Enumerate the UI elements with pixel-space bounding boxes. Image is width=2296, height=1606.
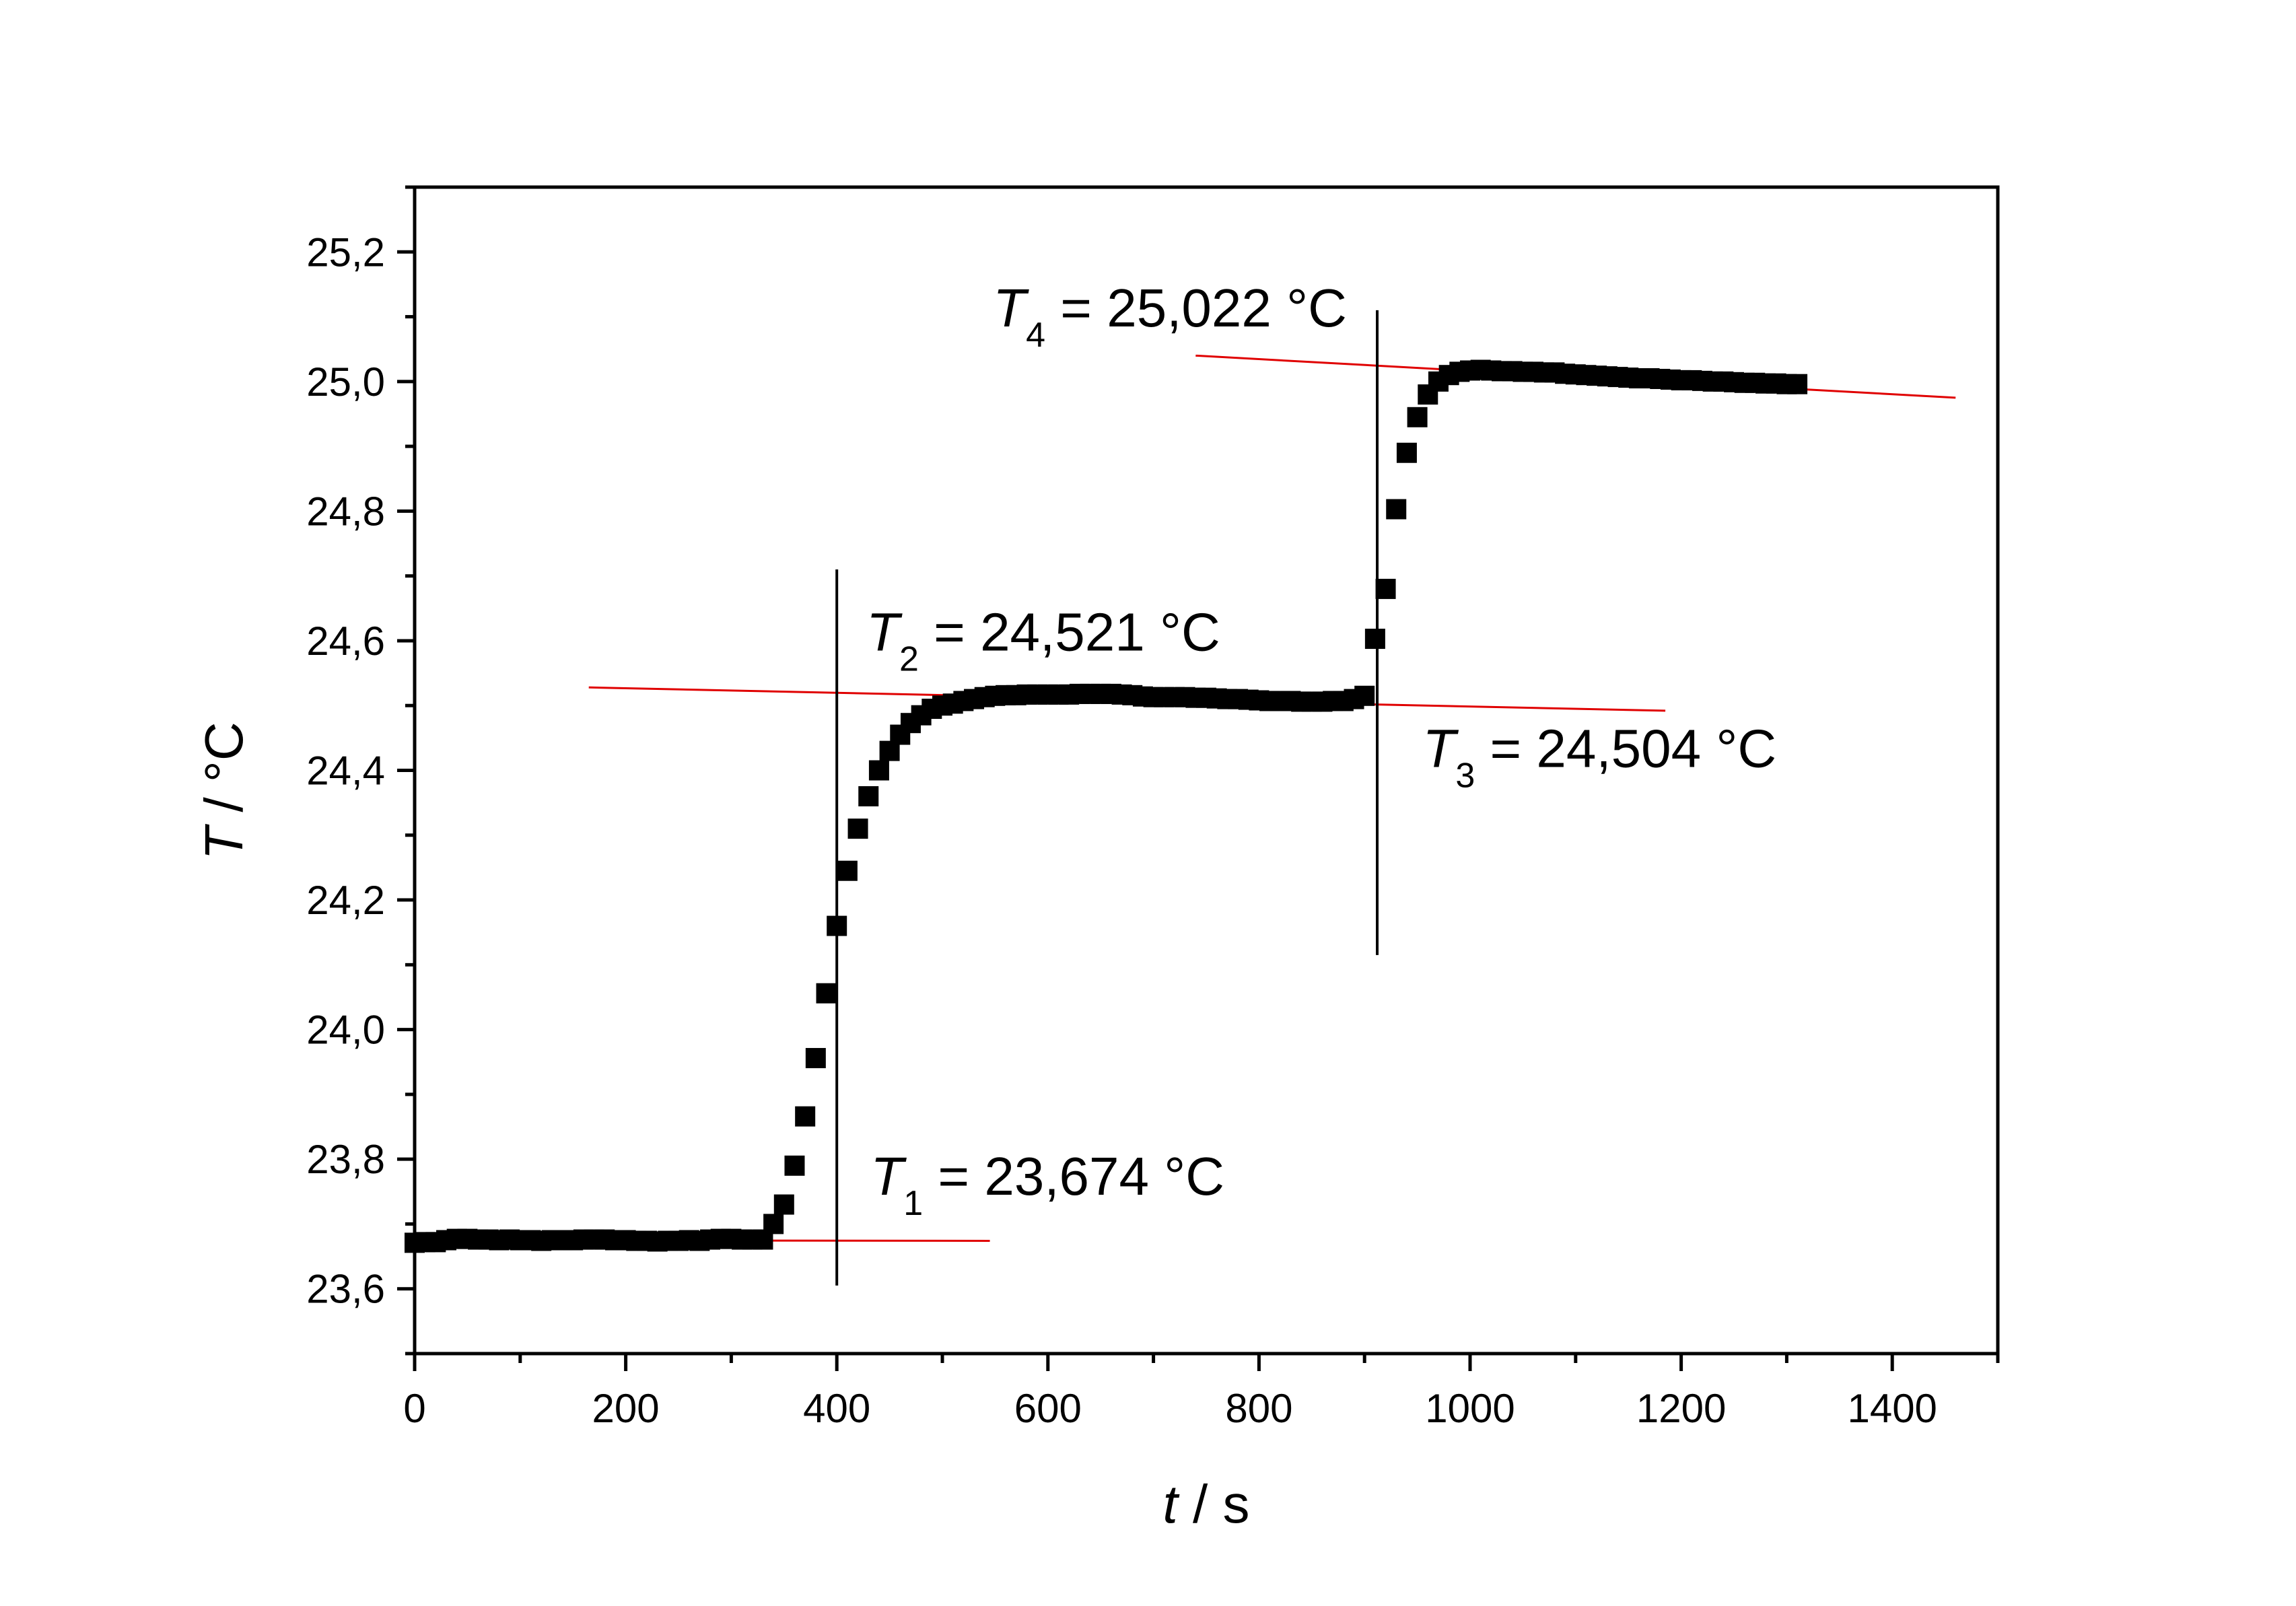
data-point: [1354, 685, 1375, 706]
data-point: [858, 786, 879, 807]
y-tick-label: 24,8: [306, 489, 385, 534]
annotation-var: T: [870, 1146, 907, 1206]
annotation-value: = 25,022 °C: [1045, 278, 1347, 338]
data-point: [827, 915, 847, 936]
data-point: [868, 760, 889, 781]
x-tick-label: 1000: [1425, 1386, 1515, 1431]
data-point: [784, 1155, 805, 1176]
annotation-label: T2 = 24,521 °C: [866, 602, 1220, 678]
y-axis-tick-labels: 23,6 23,8 24,0 24,2 24,4 24,6 24,8 25,0 25,2: [306, 230, 385, 1311]
annotation-subscript: 1: [903, 1184, 923, 1223]
annotation-subscript: 4: [1026, 316, 1045, 355]
data-point: [847, 818, 868, 839]
y-tick-label: 25,2: [306, 230, 385, 275]
y-tick-label: 24,2: [306, 878, 385, 923]
x-tick-label: 1400: [1847, 1386, 1937, 1431]
vertical-lines: [835, 310, 1379, 1286]
x-axis-label: t / s: [1163, 1474, 1250, 1534]
y-tick-label: 24,0: [306, 1008, 385, 1053]
data-point: [1364, 629, 1385, 650]
annotation-label: T3 = 24,504 °C: [1422, 719, 1776, 796]
annotation-value: = 24,504 °C: [1475, 719, 1776, 779]
x-tick-label: 200: [592, 1386, 660, 1431]
y-tick-label: 23,8: [306, 1137, 385, 1182]
x-axis-label-var: t: [1163, 1474, 1180, 1534]
x-tick-label: 0: [403, 1386, 425, 1431]
fit-lines: [456, 354, 1956, 1242]
y-tick-label: 24,6: [306, 619, 385, 664]
annotation-subscript: 3: [1455, 757, 1475, 796]
y-axis-label-unit: / °C: [194, 722, 254, 827]
x-axis-tick-labels: 0 200 400 600 800 1000 1200 1400: [403, 1386, 1937, 1431]
data-point: [1787, 374, 1808, 394]
data-markers: [405, 359, 1808, 1253]
x-tick-label: 600: [1014, 1386, 1082, 1431]
annotation-var: T: [866, 602, 903, 662]
data-point: [816, 983, 837, 1004]
y-tick-label: 23,6: [306, 1267, 385, 1312]
x-tick-label: 1200: [1636, 1386, 1726, 1431]
data-point: [837, 860, 858, 881]
annotation-subscript: 2: [899, 639, 919, 678]
annotation-var: T: [1422, 719, 1459, 779]
x-axis-ticks: [413, 1354, 2000, 1371]
data-point: [795, 1106, 816, 1127]
annotation-label: T4 = 25,022 °C: [993, 278, 1347, 355]
y-axis-label: T / °C: [194, 722, 254, 860]
annotation-value: = 23,674 °C: [923, 1146, 1224, 1206]
data-point: [773, 1194, 794, 1215]
x-tick-label: 800: [1225, 1386, 1292, 1431]
annotations: T1 = 23,674 °CT2 = 24,521 °CT3 = 24,504 …: [866, 278, 1776, 1223]
annotation-label: T1 = 23,674 °C: [870, 1146, 1224, 1223]
data-point: [1386, 499, 1407, 520]
y-tick-label: 25,0: [306, 359, 385, 405]
y-axis-label-var: T: [194, 824, 254, 860]
annotation-value: = 24,521 °C: [919, 602, 1220, 662]
y-axis-ticks: [397, 185, 415, 1356]
data-point: [1375, 578, 1396, 599]
data-point: [805, 1047, 826, 1068]
x-axis-label-unit: / s: [1178, 1474, 1250, 1534]
data-point: [763, 1214, 784, 1234]
data-point: [1396, 442, 1417, 463]
data-point: [1407, 407, 1428, 427]
annotation-var: T: [993, 278, 1029, 338]
x-tick-label: 400: [803, 1386, 870, 1431]
y-tick-label: 24,4: [306, 748, 385, 794]
